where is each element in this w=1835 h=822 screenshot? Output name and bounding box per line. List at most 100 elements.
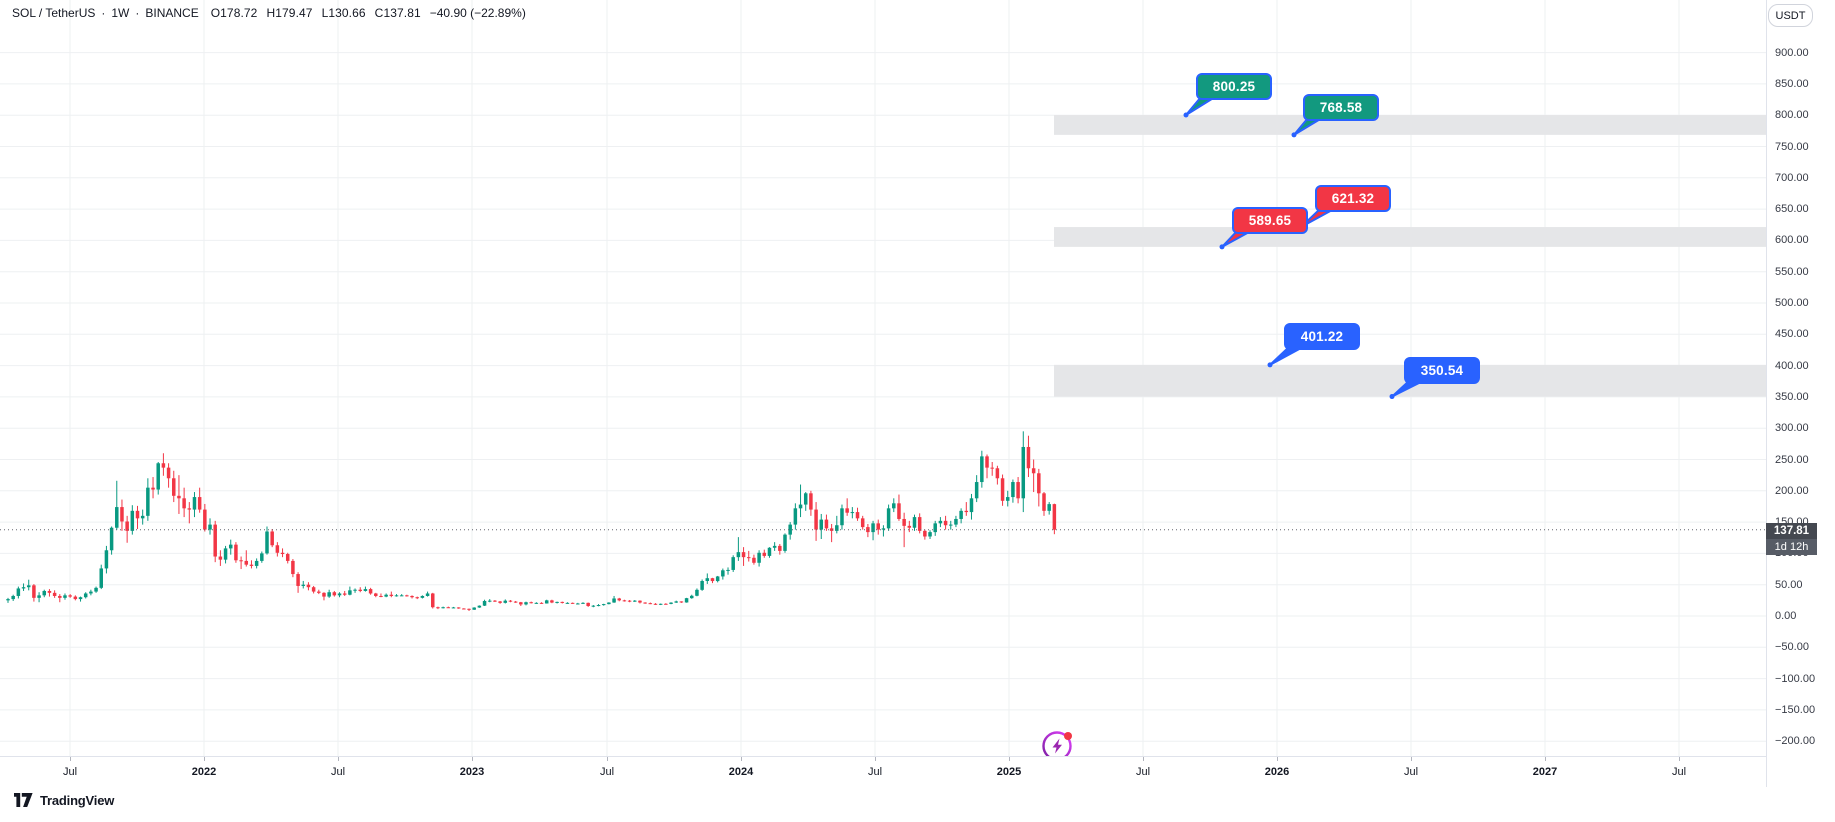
candle-body [270, 531, 274, 546]
callout-anchor-handle[interactable] [1219, 244, 1225, 250]
candle-body [860, 518, 865, 528]
candle-body [109, 527, 114, 551]
upper-channel-band[interactable] [1054, 115, 1766, 135]
candle-body [177, 495, 181, 499]
interval-label[interactable]: 1W [111, 6, 130, 20]
spark-events-button[interactable] [1039, 727, 1077, 756]
time-axis-tick [1411, 757, 1412, 761]
price-tick-label: 200.00 [1775, 484, 1809, 497]
tradingview-attribution[interactable]: TradingView [14, 793, 114, 808]
candlestick-plot[interactable] [0, 0, 1766, 756]
middle-channel-band[interactable] [1054, 227, 1766, 247]
candle-body [736, 552, 741, 558]
candle-body [503, 600, 508, 603]
candle-body [627, 600, 632, 602]
callout-anchor-handle[interactable] [1267, 362, 1273, 368]
callout-anchor-handle[interactable] [1291, 132, 1297, 138]
time-label-month: Jul [330, 766, 346, 778]
candle-body [519, 602, 523, 605]
candle-body [363, 589, 368, 591]
candle-body [104, 550, 109, 569]
candle-body [881, 528, 886, 530]
upper-channel-bottom-price-callout[interactable]: 768.58 [1303, 94, 1379, 121]
price-tick-label: 500.00 [1775, 297, 1809, 309]
bar-countdown: 1d 12h [1766, 539, 1817, 555]
middle-channel-top-price-callout[interactable]: 621.32 [1315, 185, 1391, 212]
candle-body [990, 467, 994, 469]
candle-body [788, 524, 792, 535]
candle-body [902, 518, 906, 526]
middle-channel-bottom-price-callout[interactable]: 589.65 [1232, 207, 1308, 234]
price-tick-label: 750.00 [1775, 140, 1809, 153]
price-axis[interactable]: USDT 900.00 850.00 800.00 750.00 700.00 650.0… [1766, 0, 1835, 787]
candle-body [824, 519, 829, 529]
candle-body [700, 581, 704, 590]
candle-body [353, 589, 357, 591]
candle-body [669, 602, 673, 604]
currency-toggle-button[interactable]: USDT [1768, 4, 1813, 27]
candle-body [182, 498, 186, 509]
candle-body [389, 594, 394, 596]
candle-body [228, 544, 233, 549]
candle-body [695, 589, 699, 596]
time-label-month: Jul [1671, 766, 1687, 778]
candle-body [115, 507, 119, 528]
callout-anchor-handle[interactable] [1183, 112, 1189, 118]
candle-body [146, 487, 150, 516]
candle-body [477, 605, 482, 608]
candle-body [845, 508, 849, 513]
price-tick-label: 700.00 [1775, 171, 1809, 184]
candle-body [607, 602, 611, 605]
candle-body [342, 593, 347, 595]
candle-body [208, 524, 212, 530]
candle-body [249, 564, 254, 566]
candle-body [871, 523, 875, 533]
lower-channel-bottom-price-callout[interactable]: 350.54 [1404, 357, 1480, 384]
symbol-name[interactable]: SOL / TetherUS [12, 6, 96, 20]
price-tick-label: 350.00 [1775, 390, 1809, 403]
candle-body [778, 545, 782, 551]
candle-body [415, 597, 419, 599]
candle-body [995, 468, 1000, 479]
candle-body [472, 607, 476, 610]
candle-body [570, 602, 575, 604]
price-tick-label: 250.00 [1775, 453, 1809, 466]
symbol-legend[interactable]: SOL / TetherUS · 1W · BINANCE O178.72 H17… [12, 6, 526, 20]
candle-body [529, 602, 533, 604]
price-tick-label: 400.00 [1775, 359, 1809, 372]
symbol-description[interactable]: SOL / TetherUS · 1W · BINANCE [12, 6, 199, 20]
candle-body [601, 604, 606, 606]
exchange-label[interactable]: BINANCE [145, 6, 199, 20]
price-tick-label: −150.00 [1775, 703, 1816, 716]
candle-body [917, 517, 922, 531]
candle-body [291, 560, 295, 575]
candle-body [1052, 504, 1057, 530]
candle-body [374, 593, 378, 596]
candle-body [337, 593, 342, 596]
candle-body [166, 467, 171, 479]
candle-body [1047, 504, 1051, 511]
candle-body [47, 590, 52, 593]
upper-channel-top-price-callout[interactable]: 800.25 [1196, 73, 1272, 100]
candle-body [306, 584, 311, 588]
candle-body [949, 524, 953, 526]
candle-body [21, 587, 26, 589]
candle-body [829, 528, 834, 531]
time-axis[interactable]: Jul 2022 Jul 2023 Jul 2024 Jul 2025 Jul 2026 Jul 20… [0, 756, 1835, 788]
candle-body [565, 602, 570, 604]
candle-body [539, 602, 544, 604]
lightning-icon [1052, 738, 1062, 754]
callout-anchor-handle[interactable] [1389, 394, 1395, 400]
chart-canvas[interactable]: SOL / TetherUS · 1W · BINANCE O178.72 H17… [0, 0, 1766, 756]
lower-channel-top-price-callout[interactable]: 401.22 [1284, 323, 1360, 350]
candle-body [938, 520, 943, 524]
candle-body [980, 456, 984, 483]
candle-body [643, 602, 647, 604]
price-tick-label: 650.00 [1775, 203, 1809, 216]
candle-body [6, 599, 10, 601]
time-axis-tick [70, 757, 71, 761]
candle-body [959, 510, 963, 519]
candle-body [1042, 493, 1046, 511]
price-tick-label: 450.00 [1775, 328, 1809, 341]
price-tick-label: 800.00 [1775, 109, 1809, 122]
